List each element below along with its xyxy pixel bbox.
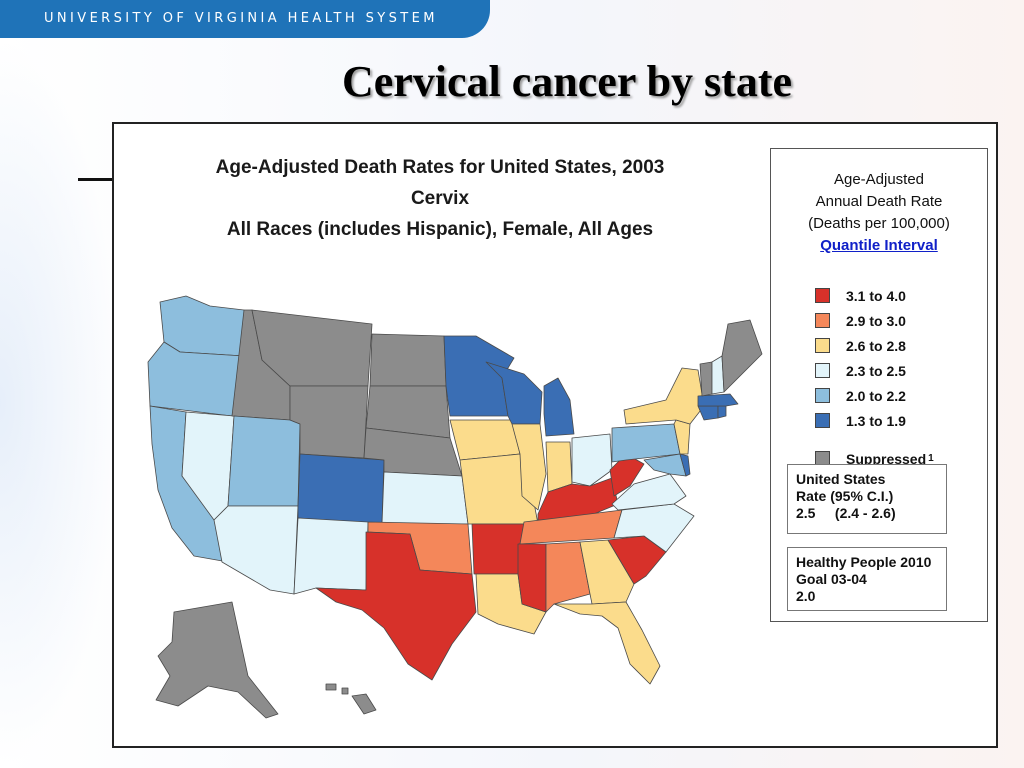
legend-swatch [815,288,830,303]
map-title-line-1: Age-Adjusted Death Rates for United Stat… [215,157,665,178]
legend-heading-line-2: Annual Death Rate [815,193,943,210]
legend-item-class-5: 2.0 to 2.2 [815,383,934,408]
state-alabama [545,541,591,613]
footnote-marker: 1 [928,453,934,464]
healthy-people-line-3: 2.0 [796,588,816,604]
us-rate-line-2: Rate (95% C.I.) [796,488,894,504]
brand-header-bar: UNIVERSITY OF VIRGINIA HEALTH SYSTEM [0,0,490,38]
healthy-people-box: Healthy People 2010 Goal 03-04 2.0 [787,547,947,611]
legend-swatch [815,363,830,378]
state-ohio [571,433,613,487]
legend-swatch [815,338,830,353]
map-legend: Age-Adjusted Annual Death Rate (Deaths p… [770,148,988,622]
state-maine [721,319,763,393]
legend-item-label: 2.0 to 2.2 [846,387,906,404]
us-rate-line-3: 2.5 (2.4 - 2.6) [796,505,896,521]
legend-swatch [815,413,830,428]
legend-item-label: 1.3 to 1.9 [846,412,906,429]
legend-list: 3.1 to 4.0 2.9 to 3.0 2.6 to 2.8 2.3 to … [815,283,934,471]
state-pennsylvania [611,423,681,463]
state-illinois [511,423,547,511]
map-title-line-2: Cervix [410,188,470,209]
brand-name: UNIVERSITY OF VIRGINIA HEALTH SYSTEM [44,11,438,26]
legend-swatch [815,388,830,403]
state-florida [553,601,661,685]
us-rate-line-1: United States [796,471,886,487]
legend-item-label: 2.9 to 3.0 [846,312,906,329]
legend-swatch [815,313,830,328]
legend-item-label: 2.3 to 2.5 [846,362,906,379]
state-hawaii [325,683,377,715]
state-texas [315,531,477,681]
state-massachusetts [697,393,739,407]
legend-heading-line-3: (Deaths per 100,000) [808,215,950,232]
slide-title: Cervical cancer by state [341,57,793,106]
legend-item-class-3: 2.6 to 2.8 [815,333,934,358]
legend-item-label: Suppressed [846,450,927,467]
legend-heading-line-1: Age-Adjusted [833,171,925,188]
state-maryland [643,453,687,477]
decorative-rule [78,178,114,181]
state-virginia [611,473,687,511]
map-title-line-3: All Races (includes Hispanic), Female, A… [226,219,654,240]
us-choropleth-map [147,295,763,719]
state-delaware [679,453,691,477]
legend-item-class-1: 3.1 to 4.0 [815,283,934,308]
healthy-people-line-2: Goal 03-04 [796,571,867,587]
legend-item-label: 2.6 to 2.8 [846,337,906,354]
healthy-people-line-1: Healthy People 2010 [796,554,932,570]
state-alaska [155,601,279,719]
legend-item-class-6: 1.3 to 1.9 [815,408,934,433]
state-michigan [543,377,575,437]
quantile-interval-link[interactable]: Quantile Interval [820,237,938,254]
legend-item-class-2: 2.9 to 3.0 [815,308,934,333]
state-utah [227,415,301,507]
state-north-carolina [613,503,695,553]
map-figure: Age-Adjusted Death Rates for United Stat… [112,122,998,748]
us-rate-box: United States Rate (95% C.I.) 2.5 (2.4 -… [787,464,947,534]
state-mississippi [517,543,547,613]
legend-item-class-4: 2.3 to 2.5 [815,358,934,383]
legend-item-label: 3.1 to 4.0 [846,287,906,304]
legend-heading: Age-Adjusted Annual Death Rate (Deaths p… [771,169,987,257]
map-title: Age-Adjusted Death Rates for United Stat… [134,152,746,245]
background-decoration [0,38,120,768]
